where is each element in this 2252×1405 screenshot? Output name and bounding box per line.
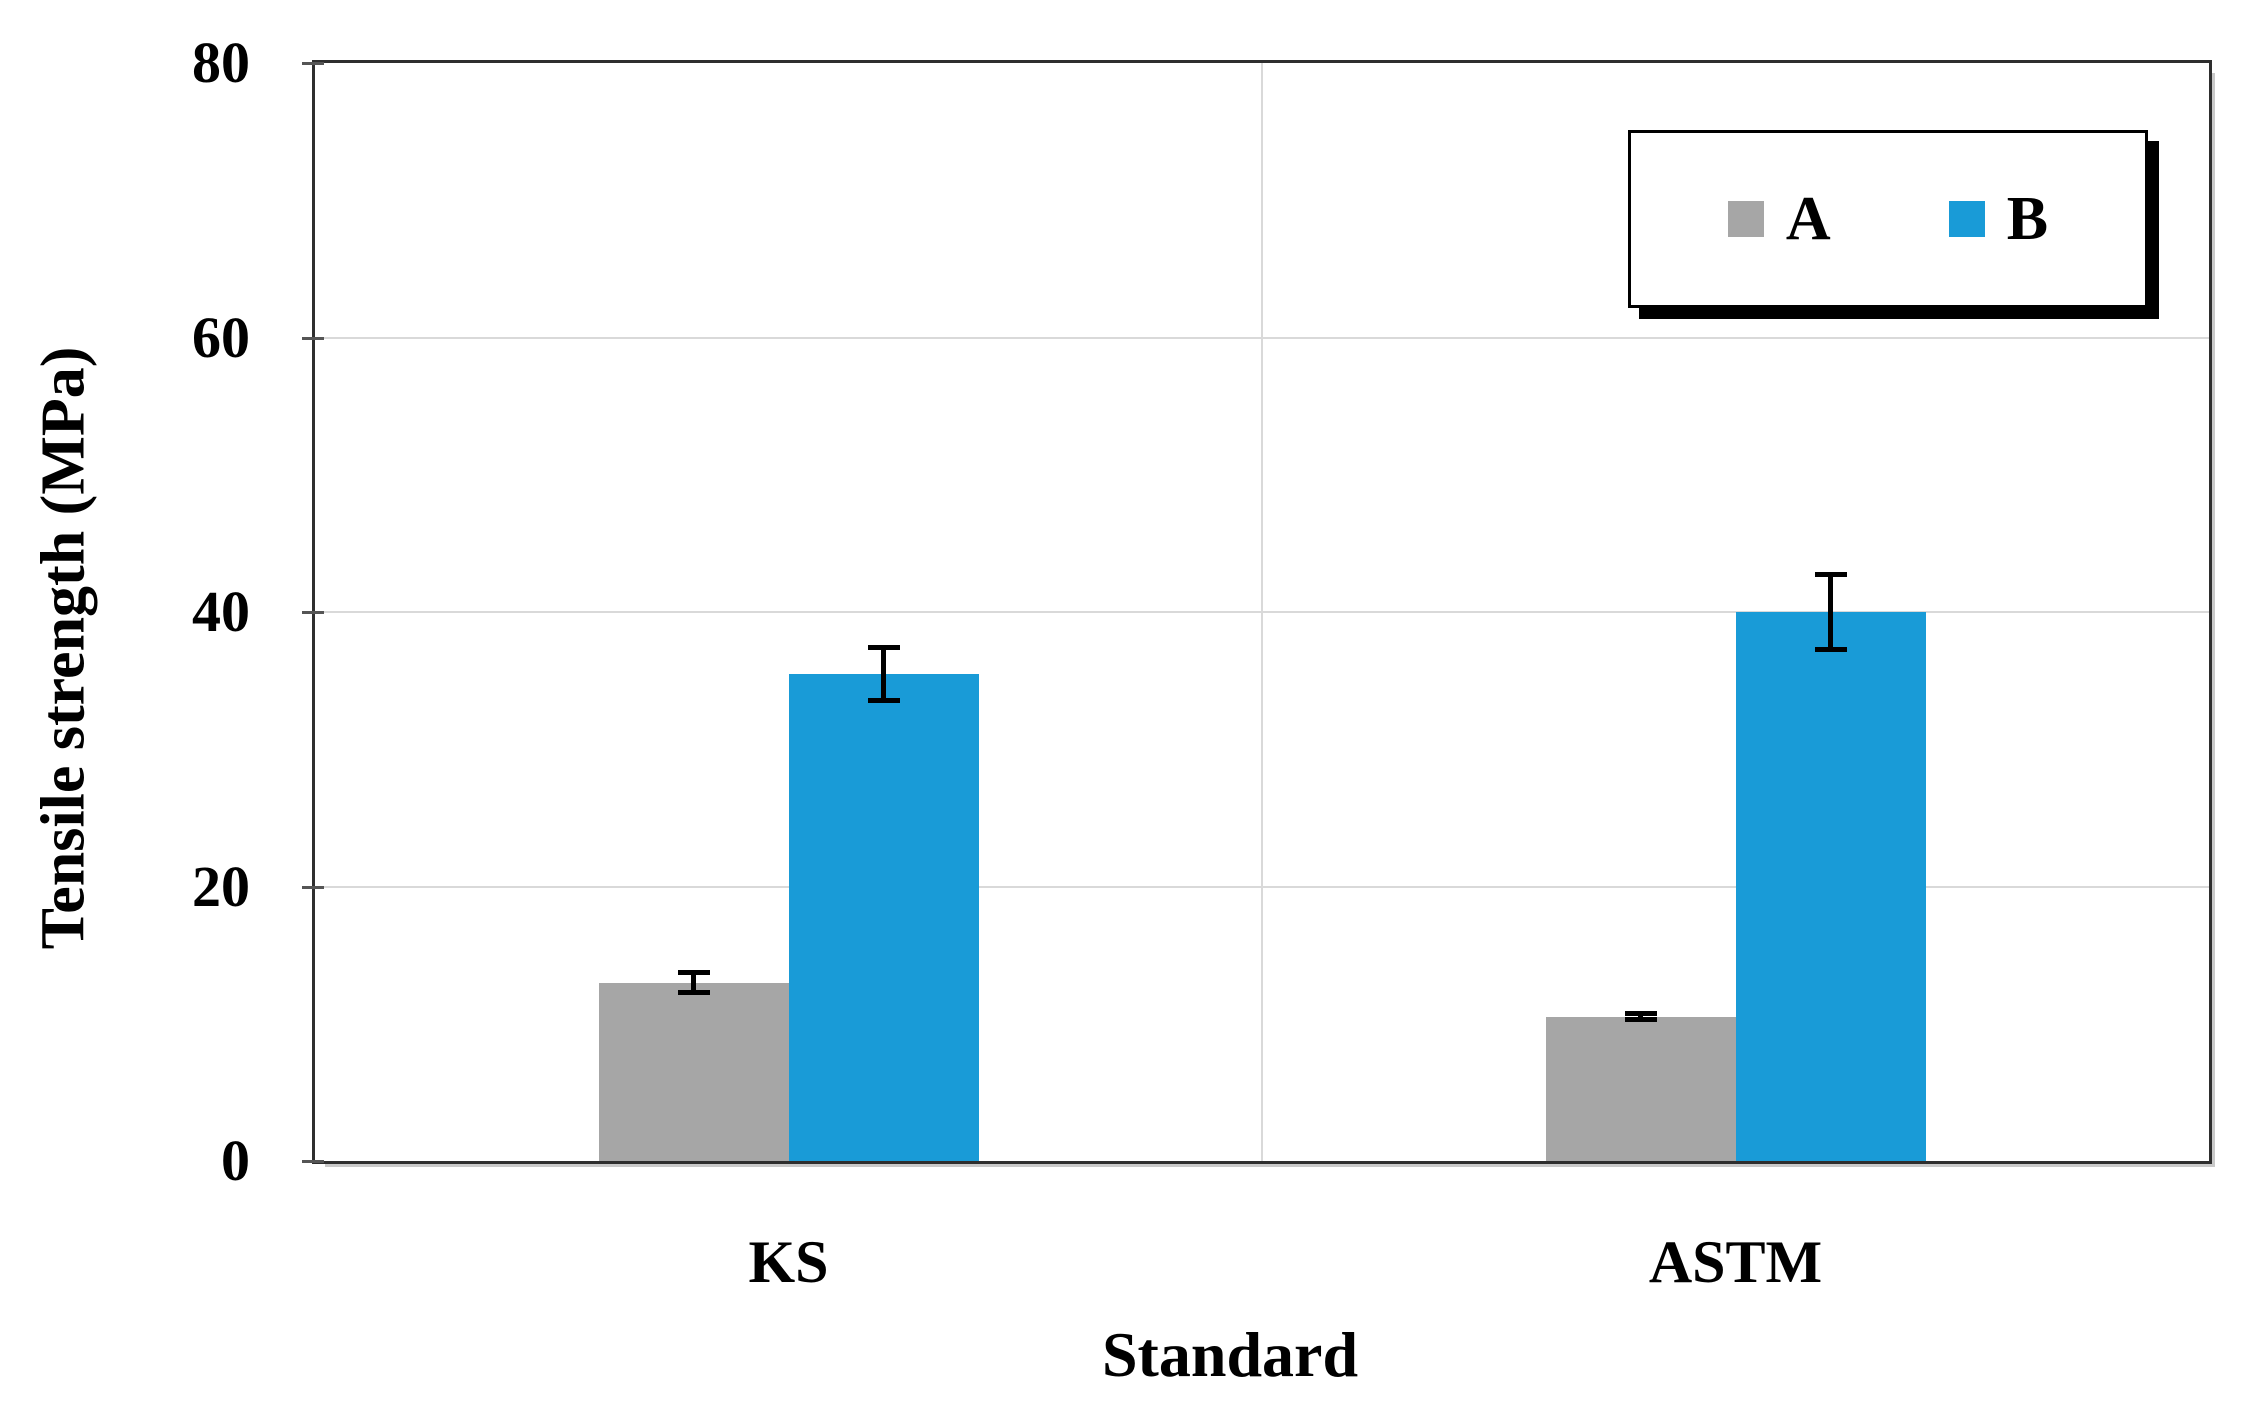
error-bar-cap-top bbox=[677, 970, 710, 976]
bar-astm-b bbox=[1735, 612, 1926, 1161]
error-bar-cap-bottom bbox=[1814, 646, 1847, 652]
error-bar-stem bbox=[1827, 572, 1833, 652]
error-bar-astm-b bbox=[1814, 572, 1847, 652]
error-bar-ks-a bbox=[677, 970, 710, 995]
legend-label-a: A bbox=[1785, 185, 1831, 253]
legend-swatch-a-icon bbox=[1727, 201, 1764, 237]
error-bar-cap-top bbox=[1814, 572, 1847, 578]
y-tick-label-80: 80 bbox=[192, 30, 250, 95]
legend-label-b: B bbox=[2006, 185, 2049, 253]
error-bar-cap-top bbox=[867, 644, 900, 650]
error-bar-stem bbox=[690, 970, 696, 995]
error-bar-cap-bottom bbox=[1624, 1017, 1657, 1023]
y-tick-mark-40 bbox=[302, 611, 324, 614]
error-bar-cap-top bbox=[1624, 1011, 1657, 1017]
y-tick-label-0: 0 bbox=[221, 1128, 250, 1193]
x-category-label-ks: KS bbox=[748, 1229, 829, 1295]
legend-swatch-b-icon bbox=[1948, 201, 1985, 237]
gridline-category-separator bbox=[1261, 63, 1263, 1161]
legend-item-b: B bbox=[1948, 185, 2049, 253]
legend-item-a: A bbox=[1727, 185, 1831, 253]
y-tick-mark-0 bbox=[302, 1160, 324, 1163]
bar-ks-a bbox=[598, 982, 789, 1161]
error-bar-stem bbox=[1637, 1011, 1643, 1023]
y-tick-label-40: 40 bbox=[192, 579, 250, 644]
y-tick-label-60: 60 bbox=[192, 304, 250, 370]
x-axis-title: Standard bbox=[1101, 1319, 1359, 1390]
error-bar-cap-bottom bbox=[867, 697, 900, 703]
y-tick-mark-20 bbox=[302, 885, 324, 889]
error-bar-cap-bottom bbox=[677, 989, 710, 995]
error-bar-stem bbox=[880, 644, 886, 703]
bar-ks-b bbox=[788, 673, 979, 1161]
y-tick-mark-60 bbox=[302, 336, 324, 340]
error-bar-ks-b bbox=[867, 644, 900, 703]
y-tick-label-20: 20 bbox=[192, 853, 250, 919]
bar-astm-a bbox=[1545, 1016, 1736, 1161]
y-tick-mark-80 bbox=[302, 62, 324, 65]
x-category-label-astm: ASTM bbox=[1648, 1229, 1823, 1295]
error-bar-astm-a bbox=[1624, 1011, 1657, 1023]
